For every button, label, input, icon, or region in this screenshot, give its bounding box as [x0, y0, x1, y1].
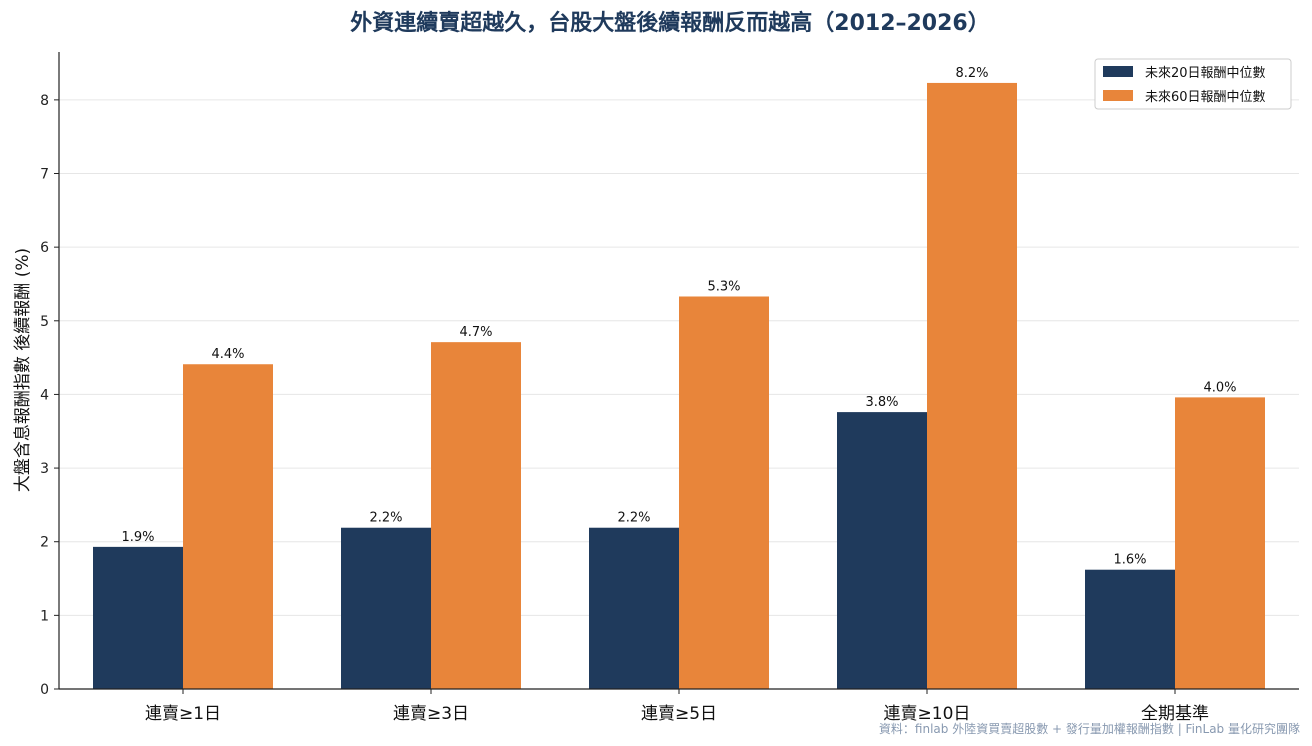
y-axis-ticks: 0 1 2 3 4 5 6 7 8	[40, 93, 59, 698]
bar	[341, 527, 431, 689]
bar	[679, 296, 769, 689]
y-tick-label: 7	[40, 167, 49, 183]
x-tick-label: 連賣≥3日	[393, 704, 469, 724]
bar	[589, 527, 679, 689]
y-tick-label: 6	[40, 240, 49, 256]
y-axis-label: 大盤含息報酬指數 後續報酬 (%)	[13, 248, 33, 492]
data-label: 5.3%	[707, 279, 740, 294]
legend-label-20d: 未來20日報酬中位數	[1145, 66, 1266, 81]
y-tick-label: 4	[40, 387, 49, 403]
bar	[431, 342, 521, 689]
chart-title: 外資連續賣超越久，台股大盤後續報酬反而越高（2012–2026）	[350, 10, 989, 36]
bar	[183, 364, 273, 689]
x-tick-label: 連賣≥1日	[145, 704, 221, 724]
legend-swatch-60d	[1103, 90, 1133, 101]
data-label: 3.8%	[865, 395, 898, 410]
data-label: 8.2%	[955, 66, 988, 81]
bar	[93, 546, 183, 689]
legend-label-60d: 未來60日報酬中位數	[1145, 90, 1266, 105]
x-tick-label: 全期基準	[1141, 704, 1209, 724]
y-tick-label: 1	[40, 608, 49, 624]
data-label: 1.6%	[1113, 553, 1146, 568]
data-label: 1.9%	[121, 530, 154, 545]
bar	[1085, 569, 1175, 689]
bar	[1175, 397, 1265, 689]
y-tick-label: 5	[40, 314, 49, 330]
y-tick-label: 8	[40, 93, 49, 109]
bars	[93, 82, 1265, 689]
x-tick-label: 連賣≥10日	[884, 704, 971, 724]
y-tick-label: 3	[40, 461, 49, 477]
data-label: 2.2%	[617, 511, 650, 526]
legend: 未來20日報酬中位數 未來60日報酬中位數	[1094, 58, 1292, 110]
x-tick-label: 連賣≥5日	[641, 704, 717, 724]
bar	[837, 412, 927, 689]
legend-box	[1094, 58, 1292, 110]
bar	[927, 82, 1017, 689]
y-tick-label: 2	[40, 535, 49, 551]
data-label: 4.0%	[1203, 380, 1236, 395]
data-label: 4.7%	[459, 325, 492, 340]
data-labels: 1.9% 4.4% 2.2% 4.7% 2.2% 5.3% 3.8% 8.2% 1.6% 4.0%	[121, 66, 1236, 568]
data-label: 4.4%	[211, 347, 244, 362]
data-label: 2.2%	[369, 511, 402, 526]
x-axis-ticks: 連賣≥1日 連賣≥3日 連賣≥5日 連賣≥10日 全期基準	[145, 689, 1209, 724]
legend-swatch-20d	[1103, 66, 1133, 77]
y-tick-label: 0	[40, 682, 49, 698]
source-note: 資料：finlab 外陸資買賣超股數 + 發行量加權報酬指數 | FinLab …	[879, 721, 1300, 736]
